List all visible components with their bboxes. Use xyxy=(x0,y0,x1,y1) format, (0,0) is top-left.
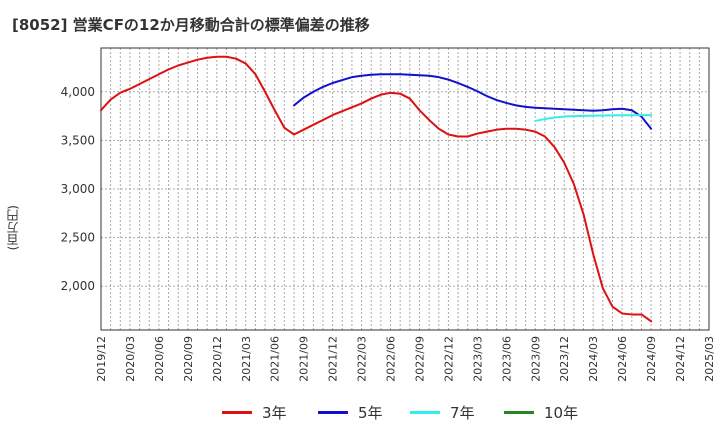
y-tick-label: 4,000 xyxy=(61,85,95,99)
x-tick-label: 2023/12 xyxy=(558,336,571,382)
chart-title: [8052] 営業CFの12か月移動合計の標準偏差の推移 xyxy=(12,16,370,34)
plot-frame xyxy=(100,47,710,331)
x-tick-label: 2022/12 xyxy=(442,336,455,382)
legend-swatch xyxy=(410,411,440,414)
x-tick-label: 2019/12 xyxy=(95,336,108,382)
x-tick-label: 2022/06 xyxy=(385,336,398,382)
y-tick-label: 3,500 xyxy=(61,133,95,147)
x-tick-label: 2021/06 xyxy=(269,336,282,382)
legend-swatch xyxy=(504,411,534,414)
legend-item: 10年 xyxy=(504,402,578,423)
legend-swatch xyxy=(318,411,348,414)
x-tick-label: 2025/03 xyxy=(703,336,716,382)
legend-item: 7年 xyxy=(410,402,475,423)
legend-item: 5年 xyxy=(318,402,383,423)
x-tick-label: 2024/06 xyxy=(616,336,629,382)
x-tick-label: 2020/12 xyxy=(211,336,224,382)
y-tick-label: 3,000 xyxy=(61,182,95,196)
legend-label: 3年 xyxy=(262,404,287,422)
x-tick-label: 2023/03 xyxy=(471,336,484,382)
x-tick-label: 2023/06 xyxy=(500,336,513,382)
y-tick-label: 2,500 xyxy=(61,231,95,245)
series-line-3年 xyxy=(100,55,653,323)
x-tick-label: 2024/09 xyxy=(645,336,658,382)
chart-legend: 3年 5年 7年 10年 xyxy=(0,402,720,426)
x-tick-label: 2021/09 xyxy=(298,336,311,382)
x-tick-label: 2024/03 xyxy=(587,336,600,382)
x-tick-label: 2021/03 xyxy=(240,336,253,382)
x-tick-label: 2020/06 xyxy=(153,336,166,382)
line-chart: 2,000 2,500 3,000 3,500 4,000 2019/12 2020/03 2… xyxy=(61,47,716,382)
legend-swatch xyxy=(222,411,252,414)
legend-label: 5年 xyxy=(358,404,383,422)
y-tick-label: 2,000 xyxy=(61,279,95,293)
legend-label: 10年 xyxy=(544,404,579,422)
x-tick-label: 2024/12 xyxy=(674,336,687,382)
x-tick-label: 2023/09 xyxy=(529,336,542,382)
x-tick-label: 2021/12 xyxy=(327,336,340,382)
x-tick-label: 2022/09 xyxy=(413,336,426,382)
series-line-5年 xyxy=(293,73,653,130)
x-tick-label: 2022/03 xyxy=(356,336,369,382)
x-tick-label: 2020/03 xyxy=(124,336,137,382)
x-tick-label: 2020/09 xyxy=(182,336,195,382)
legend-label: 7年 xyxy=(450,404,475,422)
series-line-7年 xyxy=(534,114,653,122)
legend-item: 3年 xyxy=(222,402,287,423)
